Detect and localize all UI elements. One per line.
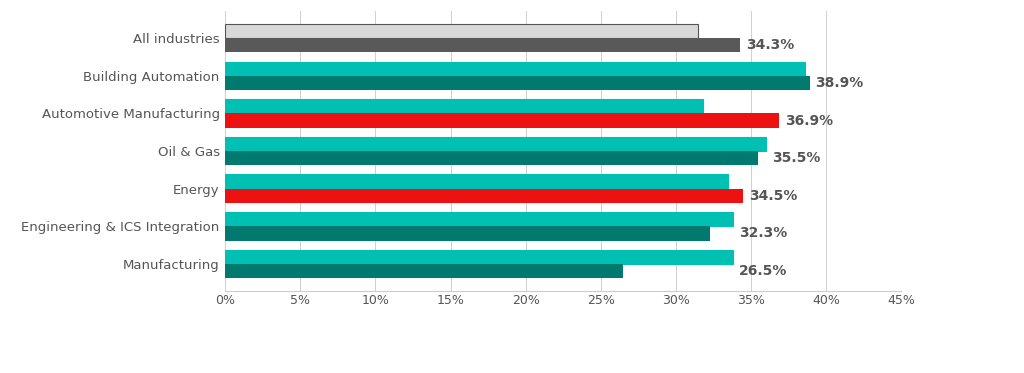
Bar (225, 24, 698, 38)
Text: 34.3%: 34.3% (746, 38, 795, 52)
Text: 35.5%: 35.5% (772, 151, 820, 165)
Bar (225, 189, 743, 203)
Bar (225, 151, 759, 165)
Bar (225, 264, 624, 278)
Bar (225, 38, 740, 53)
Text: 38.9%: 38.9% (815, 76, 864, 90)
Bar (225, 99, 702, 113)
Bar (225, 137, 766, 151)
Text: 36.9%: 36.9% (785, 114, 834, 128)
Bar (225, 113, 779, 128)
Text: 32.3%: 32.3% (739, 226, 787, 241)
Text: 34.5%: 34.5% (750, 189, 798, 203)
Bar (225, 175, 728, 189)
Bar (225, 226, 711, 241)
Bar (225, 76, 810, 90)
Bar (225, 62, 805, 76)
Text: 26.5%: 26.5% (739, 264, 787, 278)
Bar (225, 212, 733, 226)
Bar (225, 250, 733, 264)
